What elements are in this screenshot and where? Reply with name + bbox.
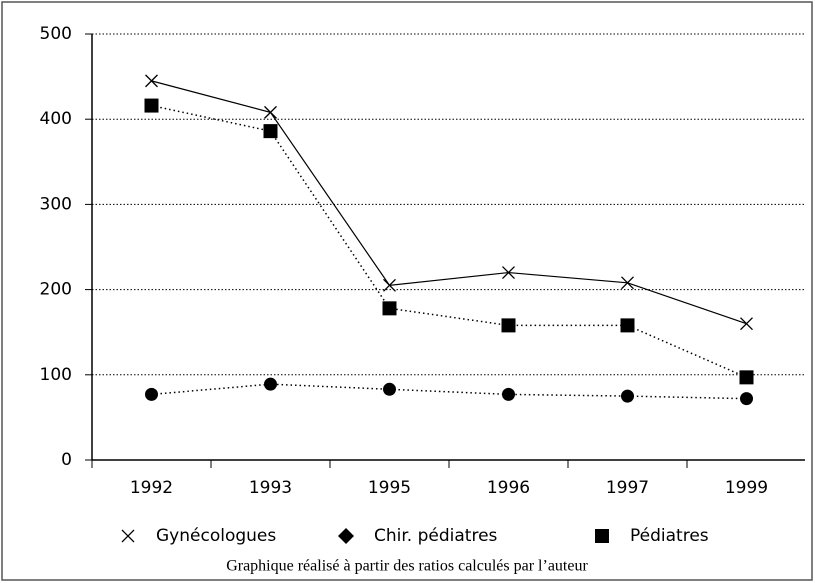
y-tick-label: 100 (40, 365, 72, 385)
y-tick-label: 500 (40, 24, 72, 44)
x-tick-label: 1996 (487, 478, 530, 498)
x-tick-label: 1999 (725, 478, 768, 498)
caption: Graphique réalisé à partir des ratios ca… (226, 558, 588, 575)
legend-label: Gynécologues (156, 526, 276, 546)
x-tick-label: 1992 (130, 478, 173, 498)
series-line (151, 383, 747, 400)
marker-square (501, 318, 516, 333)
marker-circle (145, 387, 158, 401)
marker-x (264, 105, 277, 119)
marker-square (620, 318, 635, 333)
marker-circle (264, 377, 277, 391)
series-line (151, 104, 747, 379)
x-tick-label: 1993 (249, 478, 292, 498)
series-line (151, 80, 747, 325)
y-tick-label: 400 (40, 109, 72, 129)
legend-label: Chir. pédiatres (374, 526, 498, 546)
marker-square (739, 370, 754, 385)
marker-x (383, 278, 396, 292)
marker-square (595, 529, 609, 543)
x-tick-label: 1995 (368, 478, 411, 498)
marker-circle (502, 387, 515, 401)
marker-x (621, 276, 634, 290)
marker-diamond (338, 528, 354, 544)
marker-x (121, 529, 135, 543)
marker-circle (383, 382, 396, 396)
marker-circle (621, 389, 634, 403)
marker-x (502, 266, 515, 280)
marker-square (382, 301, 397, 316)
marker-x (740, 317, 753, 331)
x-tick-label: 1997 (606, 478, 649, 498)
legend-label: Pédiatres (630, 526, 709, 546)
marker-x (145, 74, 158, 88)
marker-square (263, 124, 278, 139)
y-tick-label: 300 (40, 194, 72, 214)
marker-square (144, 98, 159, 113)
y-tick-label: 0 (61, 450, 72, 470)
y-tick-label: 200 (40, 280, 72, 300)
marker-circle (740, 392, 753, 406)
